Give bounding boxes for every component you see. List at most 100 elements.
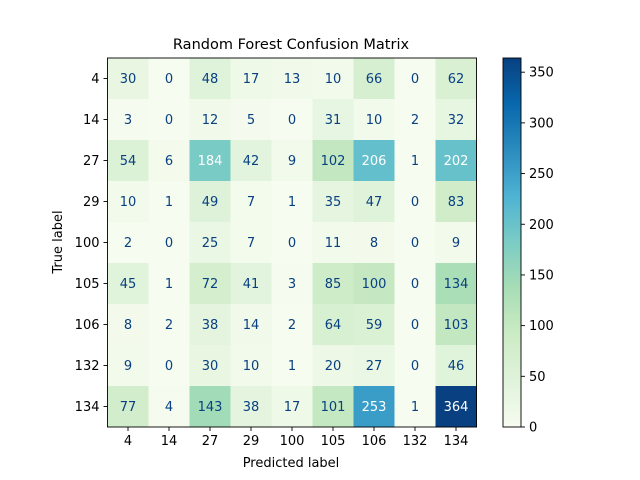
y-tick-label: 4 <box>91 72 99 87</box>
cell-value-label: 10 <box>325 72 342 87</box>
heatmap-cell <box>435 222 477 264</box>
cell-value-label: 59 <box>366 318 383 333</box>
cell-value-label: 206 <box>362 154 387 169</box>
cell-value-label: 66 <box>366 72 383 87</box>
colorbar-ticks: 0 50 100 150 200 250 300 350 <box>521 66 554 436</box>
heatmap-cell <box>148 386 190 428</box>
cell-value-label: 0 <box>411 72 419 87</box>
cell-value-label: 1 <box>411 154 419 169</box>
heatmap-cell <box>435 304 477 346</box>
heatmap-cell <box>107 222 149 264</box>
heatmap-cell <box>353 181 395 223</box>
cell-value-label: 101 <box>321 400 346 415</box>
heatmap-cell <box>189 222 231 264</box>
heatmap-cell <box>435 263 477 305</box>
cell-value-label: 30 <box>202 359 219 374</box>
heatmap-cell <box>271 345 313 387</box>
heatmap-cell <box>394 304 436 346</box>
heatmap-cell <box>353 263 395 305</box>
heatmap-cell <box>394 99 436 141</box>
heatmap-cell <box>107 181 149 223</box>
heatmap-cell <box>230 304 272 346</box>
cell-value-label: 35 <box>325 195 342 210</box>
cell-value-label: 62 <box>448 72 465 87</box>
cell-value-label: 30 <box>120 72 137 87</box>
cell-value-label: 2 <box>288 318 296 333</box>
heatmap-cell <box>312 263 354 305</box>
cell-value-label: 10 <box>243 359 260 374</box>
cell-value-label: 202 <box>444 154 469 169</box>
heatmap-cell <box>107 304 149 346</box>
heatmap-cell <box>271 99 313 141</box>
y-axis-ticks: 4 14 27 29 100 105 106 132 134 <box>75 72 108 415</box>
heatmap-cell <box>353 58 395 100</box>
heatmap-cell <box>230 140 272 182</box>
heatmap-cell <box>353 345 395 387</box>
heatmap-cells <box>107 58 477 428</box>
cell-value-label: 0 <box>165 113 173 128</box>
x-tick-label: 29 <box>243 434 260 449</box>
colorbar-tick-label: 0 <box>529 421 537 436</box>
heatmap-cell <box>435 140 477 182</box>
cell-value-label: 3 <box>288 277 296 292</box>
cell-value-label: 0 <box>411 359 419 374</box>
colorbar-tick-label: 50 <box>529 370 546 385</box>
colorbar-tick-label: 150 <box>529 268 554 283</box>
cell-value-label: 17 <box>243 72 260 87</box>
cell-value-label: 72 <box>202 277 219 292</box>
heatmap-cell <box>107 140 149 182</box>
heatmap-cell <box>312 222 354 264</box>
cell-value-label: 0 <box>411 277 419 292</box>
heatmap-cell <box>394 263 436 305</box>
cell-value-label: 48 <box>202 72 219 87</box>
cell-value-label: 9 <box>124 359 132 374</box>
heatmap-cell <box>230 386 272 428</box>
cell-value-label: 83 <box>448 195 465 210</box>
x-tick-label: 4 <box>124 434 132 449</box>
cell-value-label: 7 <box>247 195 255 210</box>
x-axis-ticks: 4 14 27 29 100 105 106 132 134 <box>124 427 469 449</box>
colorbar-tick-label: 350 <box>529 66 554 81</box>
cell-value-label: 0 <box>288 113 296 128</box>
cell-value-label: 9 <box>452 236 460 251</box>
heatmap-cell <box>189 345 231 387</box>
heatmap-cell <box>271 304 313 346</box>
cell-value-label: 54 <box>120 154 137 169</box>
cell-value-label: 38 <box>243 400 260 415</box>
heatmap-cell <box>435 58 477 100</box>
heatmap-cell <box>148 140 190 182</box>
x-tick-label: 134 <box>444 434 469 449</box>
heatmap-cell <box>230 99 272 141</box>
heatmap-cell <box>312 386 354 428</box>
cell-value-label: 143 <box>198 400 223 415</box>
cell-value-label: 8 <box>370 236 378 251</box>
heatmap-cell <box>353 386 395 428</box>
cell-value-label: 364 <box>444 400 469 415</box>
heatmap-cell <box>148 222 190 264</box>
colorbar-tick-label: 250 <box>529 167 554 182</box>
chart-title: Random Forest Confusion Matrix <box>173 37 410 53</box>
cell-value-label: 253 <box>362 400 387 415</box>
cell-value-label: 14 <box>243 318 260 333</box>
x-tick-label: 132 <box>403 434 428 449</box>
y-tick-label: 106 <box>75 318 100 333</box>
y-tick-label: 134 <box>75 400 100 415</box>
cell-value-label: 4 <box>165 400 173 415</box>
heatmap-cell <box>230 181 272 223</box>
heatmap-cell <box>107 99 149 141</box>
heatmap-cell <box>271 222 313 264</box>
cell-value-label: 13 <box>284 72 301 87</box>
y-tick-label: 27 <box>83 154 100 169</box>
heatmap-cell <box>271 58 313 100</box>
cell-value-label: 6 <box>165 154 173 169</box>
cell-value-label: 1 <box>288 195 296 210</box>
cell-value-label: 41 <box>243 277 260 292</box>
cell-value-label: 31 <box>325 113 342 128</box>
heatmap-cell <box>435 99 477 141</box>
heatmap-cell <box>312 58 354 100</box>
heatmap-cell <box>435 181 477 223</box>
y-tick-label: 132 <box>75 359 100 374</box>
cell-value-label: 38 <box>202 318 219 333</box>
cell-value-label: 2 <box>124 236 132 251</box>
